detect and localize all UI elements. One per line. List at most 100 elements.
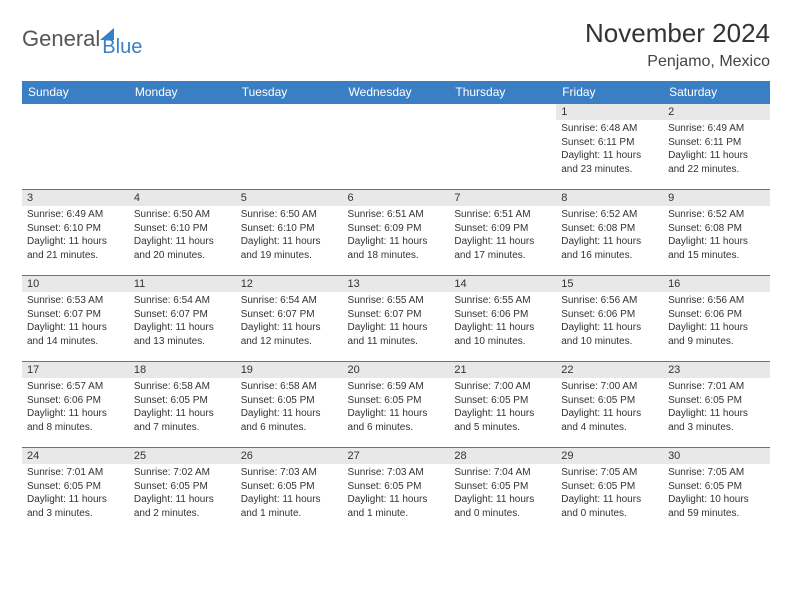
calendar-day-cell: 17Sunrise: 6:57 AMSunset: 6:06 PMDayligh… <box>22 362 129 448</box>
sunrise-text: Sunrise: 7:02 AM <box>134 466 231 480</box>
calendar-day-cell: 27Sunrise: 7:03 AMSunset: 6:05 PMDayligh… <box>343 448 450 534</box>
day-number-blank <box>449 104 556 120</box>
day-number: 25 <box>129 448 236 464</box>
calendar-day-cell: 29Sunrise: 7:05 AMSunset: 6:05 PMDayligh… <box>556 448 663 534</box>
day-number: 17 <box>22 362 129 378</box>
calendar-day-cell: 4Sunrise: 6:50 AMSunset: 6:10 PMDaylight… <box>129 190 236 276</box>
sunrise-text: Sunrise: 7:05 AM <box>561 466 658 480</box>
day-content: Sunrise: 6:55 AMSunset: 6:07 PMDaylight:… <box>343 292 450 352</box>
logo-text-blue: Blue <box>102 36 142 59</box>
calendar-day-cell: 11Sunrise: 6:54 AMSunset: 6:07 PMDayligh… <box>129 276 236 362</box>
day-number: 5 <box>236 190 343 206</box>
day-content: Sunrise: 7:00 AMSunset: 6:05 PMDaylight:… <box>449 378 556 438</box>
day-content: Sunrise: 7:01 AMSunset: 6:05 PMDaylight:… <box>663 378 770 438</box>
sunset-text: Sunset: 6:06 PM <box>27 394 124 408</box>
calendar-day-cell: 3Sunrise: 6:49 AMSunset: 6:10 PMDaylight… <box>22 190 129 276</box>
daylight-text: Daylight: 11 hours and 10 minutes. <box>454 321 551 348</box>
day-content: Sunrise: 7:05 AMSunset: 6:05 PMDaylight:… <box>663 464 770 524</box>
calendar-table: SundayMondayTuesdayWednesdayThursdayFrid… <box>22 81 770 534</box>
sunrise-text: Sunrise: 7:00 AM <box>561 380 658 394</box>
sunset-text: Sunset: 6:10 PM <box>27 222 124 236</box>
daylight-text: Daylight: 11 hours and 14 minutes. <box>27 321 124 348</box>
day-content: Sunrise: 6:56 AMSunset: 6:06 PMDaylight:… <box>663 292 770 352</box>
calendar-header-row: SundayMondayTuesdayWednesdayThursdayFrid… <box>22 81 770 104</box>
sunrise-text: Sunrise: 7:01 AM <box>27 466 124 480</box>
daylight-text: Daylight: 11 hours and 22 minutes. <box>668 149 765 176</box>
calendar-day-cell: 13Sunrise: 6:55 AMSunset: 6:07 PMDayligh… <box>343 276 450 362</box>
sunset-text: Sunset: 6:06 PM <box>668 308 765 322</box>
daylight-text: Daylight: 11 hours and 23 minutes. <box>561 149 658 176</box>
sunset-text: Sunset: 6:05 PM <box>134 394 231 408</box>
header: General Blue November 2024 Penjamo, Mexi… <box>22 18 770 71</box>
day-content: Sunrise: 7:00 AMSunset: 6:05 PMDaylight:… <box>556 378 663 438</box>
calendar-day-cell <box>449 104 556 190</box>
day-number-blank <box>236 104 343 120</box>
day-content: Sunrise: 6:52 AMSunset: 6:08 PMDaylight:… <box>556 206 663 266</box>
sunset-text: Sunset: 6:06 PM <box>454 308 551 322</box>
day-number: 28 <box>449 448 556 464</box>
day-number: 11 <box>129 276 236 292</box>
calendar-day-cell: 8Sunrise: 6:52 AMSunset: 6:08 PMDaylight… <box>556 190 663 276</box>
sunrise-text: Sunrise: 6:53 AM <box>27 294 124 308</box>
calendar-day-cell: 5Sunrise: 6:50 AMSunset: 6:10 PMDaylight… <box>236 190 343 276</box>
sunrise-text: Sunrise: 6:59 AM <box>348 380 445 394</box>
day-content: Sunrise: 7:04 AMSunset: 6:05 PMDaylight:… <box>449 464 556 524</box>
sunrise-text: Sunrise: 6:50 AM <box>134 208 231 222</box>
sunset-text: Sunset: 6:05 PM <box>241 480 338 494</box>
day-content: Sunrise: 7:02 AMSunset: 6:05 PMDaylight:… <box>129 464 236 524</box>
sunrise-text: Sunrise: 6:51 AM <box>348 208 445 222</box>
day-number-blank <box>343 104 450 120</box>
sunrise-text: Sunrise: 6:54 AM <box>134 294 231 308</box>
sunrise-text: Sunrise: 6:54 AM <box>241 294 338 308</box>
calendar-day-cell: 22Sunrise: 7:00 AMSunset: 6:05 PMDayligh… <box>556 362 663 448</box>
day-number: 21 <box>449 362 556 378</box>
sunrise-text: Sunrise: 7:03 AM <box>241 466 338 480</box>
sunrise-text: Sunrise: 6:52 AM <box>561 208 658 222</box>
weekday-header: Tuesday <box>236 81 343 104</box>
day-content: Sunrise: 6:50 AMSunset: 6:10 PMDaylight:… <box>129 206 236 266</box>
sunset-text: Sunset: 6:07 PM <box>348 308 445 322</box>
day-content: Sunrise: 6:49 AMSunset: 6:11 PMDaylight:… <box>663 120 770 180</box>
sunrise-text: Sunrise: 6:58 AM <box>134 380 231 394</box>
sunset-text: Sunset: 6:09 PM <box>348 222 445 236</box>
calendar-day-cell: 19Sunrise: 6:58 AMSunset: 6:05 PMDayligh… <box>236 362 343 448</box>
sunset-text: Sunset: 6:05 PM <box>454 480 551 494</box>
daylight-text: Daylight: 11 hours and 18 minutes. <box>348 235 445 262</box>
day-content: Sunrise: 6:54 AMSunset: 6:07 PMDaylight:… <box>129 292 236 352</box>
month-title: November 2024 <box>585 18 770 49</box>
calendar-week-row: 24Sunrise: 7:01 AMSunset: 6:05 PMDayligh… <box>22 448 770 534</box>
daylight-text: Daylight: 11 hours and 7 minutes. <box>134 407 231 434</box>
daylight-text: Daylight: 11 hours and 19 minutes. <box>241 235 338 262</box>
day-number: 3 <box>22 190 129 206</box>
calendar-day-cell: 30Sunrise: 7:05 AMSunset: 6:05 PMDayligh… <box>663 448 770 534</box>
daylight-text: Daylight: 11 hours and 0 minutes. <box>454 493 551 520</box>
day-content: Sunrise: 6:58 AMSunset: 6:05 PMDaylight:… <box>129 378 236 438</box>
day-number: 1 <box>556 104 663 120</box>
sunrise-text: Sunrise: 7:00 AM <box>454 380 551 394</box>
title-block: November 2024 Penjamo, Mexico <box>585 18 770 71</box>
calendar-day-cell: 1Sunrise: 6:48 AMSunset: 6:11 PMDaylight… <box>556 104 663 190</box>
calendar-day-cell <box>22 104 129 190</box>
sunrise-text: Sunrise: 7:04 AM <box>454 466 551 480</box>
sunrise-text: Sunrise: 6:50 AM <box>241 208 338 222</box>
day-content: Sunrise: 6:54 AMSunset: 6:07 PMDaylight:… <box>236 292 343 352</box>
day-number: 4 <box>129 190 236 206</box>
sunrise-text: Sunrise: 6:56 AM <box>561 294 658 308</box>
calendar-day-cell <box>129 104 236 190</box>
calendar-week-row: 10Sunrise: 6:53 AMSunset: 6:07 PMDayligh… <box>22 276 770 362</box>
weekday-header: Wednesday <box>343 81 450 104</box>
day-number: 12 <box>236 276 343 292</box>
day-number: 16 <box>663 276 770 292</box>
day-content: Sunrise: 6:59 AMSunset: 6:05 PMDaylight:… <box>343 378 450 438</box>
calendar-day-cell: 21Sunrise: 7:00 AMSunset: 6:05 PMDayligh… <box>449 362 556 448</box>
day-number: 29 <box>556 448 663 464</box>
daylight-text: Daylight: 11 hours and 12 minutes. <box>241 321 338 348</box>
day-content: Sunrise: 6:52 AMSunset: 6:08 PMDaylight:… <box>663 206 770 266</box>
daylight-text: Daylight: 10 hours and 59 minutes. <box>668 493 765 520</box>
daylight-text: Daylight: 11 hours and 3 minutes. <box>668 407 765 434</box>
day-content: Sunrise: 6:49 AMSunset: 6:10 PMDaylight:… <box>22 206 129 266</box>
sunrise-text: Sunrise: 6:58 AM <box>241 380 338 394</box>
calendar-day-cell: 24Sunrise: 7:01 AMSunset: 6:05 PMDayligh… <box>22 448 129 534</box>
sunrise-text: Sunrise: 6:49 AM <box>27 208 124 222</box>
calendar-week-row: 17Sunrise: 6:57 AMSunset: 6:06 PMDayligh… <box>22 362 770 448</box>
